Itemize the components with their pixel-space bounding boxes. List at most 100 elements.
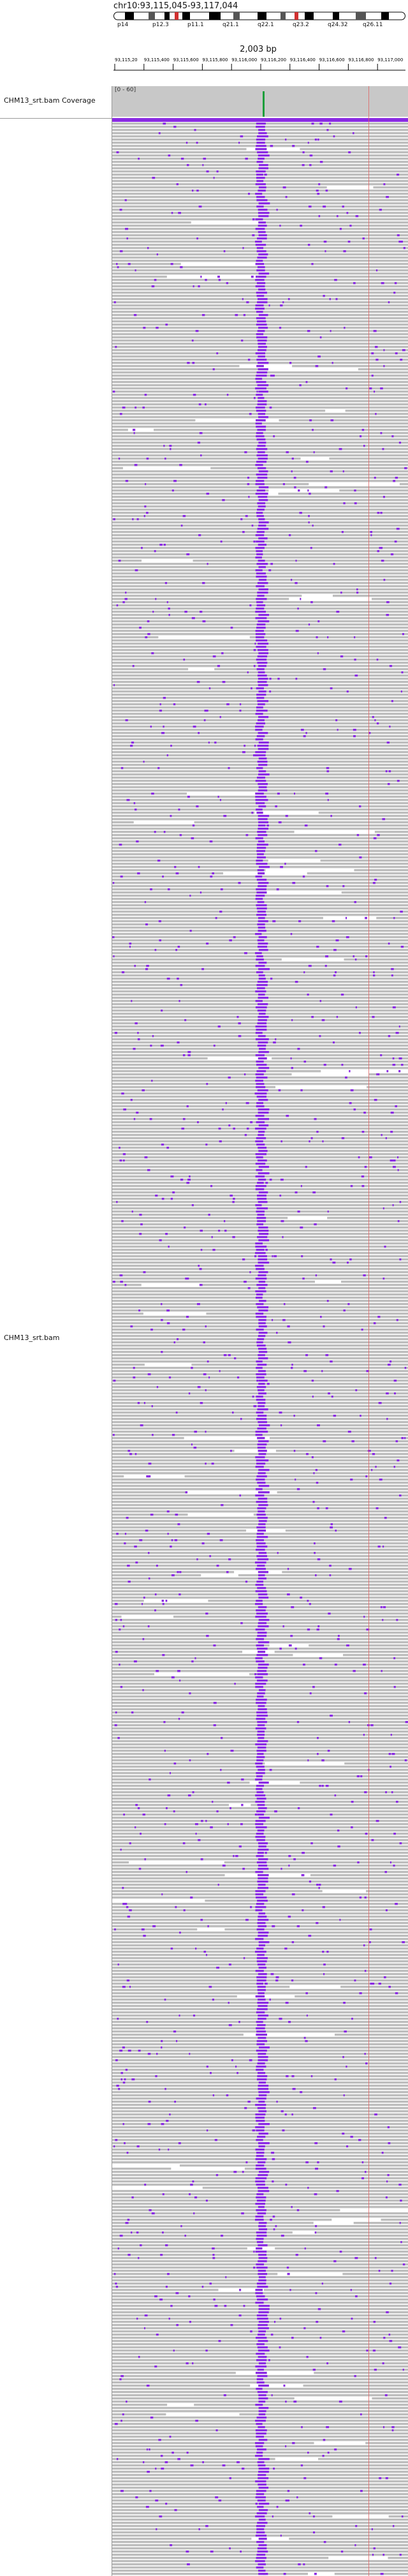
read-row[interactable]	[112, 2455, 408, 2457]
read-row[interactable]	[112, 1488, 408, 1491]
read-row[interactable]	[112, 257, 408, 259]
read-row[interactable]	[112, 371, 408, 374]
read-row[interactable]	[112, 1421, 408, 1424]
read-row[interactable]	[112, 1759, 408, 1762]
read-row[interactable]	[112, 2477, 408, 2480]
read-row[interactable]	[112, 1242, 408, 1245]
read-row[interactable]	[112, 413, 408, 415]
read[interactable]	[224, 1861, 408, 1864]
read[interactable]	[112, 1070, 321, 1073]
read-row[interactable]	[112, 1402, 408, 1404]
read-row[interactable]	[112, 2260, 408, 2263]
read[interactable]	[112, 1574, 201, 1577]
read-row[interactable]	[112, 2506, 408, 2508]
read-row[interactable]	[112, 339, 408, 342]
read-row[interactable]	[112, 454, 408, 457]
read-row[interactable]	[112, 2423, 408, 2425]
read-row[interactable]	[112, 703, 408, 706]
read-row[interactable]	[112, 2388, 408, 2390]
read-row[interactable]	[112, 1431, 408, 1433]
read-row[interactable]	[112, 1188, 408, 1191]
read-row[interactable]	[112, 2381, 408, 2384]
read-row[interactable]	[112, 1679, 408, 1682]
read-row[interactable]	[112, 1782, 408, 1784]
read-row[interactable]	[112, 2263, 408, 2266]
read-row[interactable]	[112, 2069, 408, 2071]
read-row[interactable]	[112, 1718, 408, 1720]
read-row[interactable]	[179, 2164, 408, 2167]
read-row[interactable]	[112, 990, 408, 993]
read-row[interactable]	[112, 1271, 408, 1274]
read-row[interactable]	[112, 754, 408, 757]
read-row[interactable]	[112, 2544, 408, 2547]
read-row[interactable]	[112, 1316, 408, 1318]
read-row[interactable]	[112, 2107, 408, 2110]
read[interactable]	[112, 1600, 144, 1602]
read[interactable]	[334, 2573, 408, 2575]
read[interactable]	[309, 1644, 408, 1647]
read-row[interactable]	[112, 1644, 408, 1647]
read-row[interactable]	[112, 595, 408, 597]
read[interactable]	[285, 1530, 408, 1532]
read-row[interactable]	[112, 2442, 408, 2445]
read-row[interactable]	[112, 1230, 408, 1232]
read-row[interactable]	[112, 974, 408, 977]
read-row[interactable]	[112, 1150, 408, 1152]
read[interactable]	[205, 1900, 408, 1902]
read-row[interactable]	[112, 1673, 408, 1676]
read-row[interactable]	[112, 2225, 408, 2228]
read-row[interactable]	[112, 911, 408, 913]
read-row[interactable]	[112, 1616, 408, 1618]
read[interactable]	[112, 560, 142, 562]
read[interactable]	[278, 493, 408, 495]
read-row[interactable]	[112, 2241, 408, 2244]
read-row[interactable]	[112, 1868, 408, 1870]
read-row[interactable]	[112, 343, 408, 345]
read-row[interactable]	[112, 1932, 408, 1934]
read-row[interactable]	[112, 2005, 408, 2007]
read-row[interactable]	[112, 1686, 408, 1688]
read[interactable]	[369, 1073, 408, 1076]
read-row[interactable]	[112, 375, 408, 377]
read-row[interactable]	[112, 1660, 408, 1663]
read[interactable]	[112, 368, 268, 371]
read[interactable]	[112, 1571, 235, 1574]
read-row[interactable]	[112, 1297, 408, 1299]
read-row[interactable]	[112, 2126, 408, 2129]
read-row[interactable]	[112, 1743, 408, 1746]
read-row[interactable]	[112, 2490, 408, 2492]
read[interactable]	[274, 1651, 408, 1653]
read-row[interactable]	[112, 2091, 408, 2094]
read[interactable]	[112, 1530, 247, 1532]
read-row[interactable]	[112, 831, 408, 833]
read-row[interactable]	[112, 1941, 408, 1944]
read-row[interactable]	[112, 1373, 408, 1376]
read-row[interactable]	[112, 1849, 408, 1851]
read-row[interactable]	[112, 2193, 408, 2196]
read[interactable]	[265, 263, 408, 265]
read-row[interactable]	[112, 1469, 408, 1471]
read-row[interactable]	[112, 499, 408, 502]
read[interactable]	[342, 1654, 408, 1657]
read-row[interactable]	[112, 633, 408, 636]
read-row[interactable]	[112, 295, 408, 297]
read-row[interactable]	[112, 968, 408, 971]
read-row[interactable]	[112, 592, 408, 594]
read[interactable]	[344, 1762, 408, 1765]
read-row[interactable]	[112, 2037, 408, 2039]
read-row[interactable]	[112, 317, 408, 320]
read-row[interactable]	[112, 406, 408, 409]
read[interactable]	[206, 1313, 408, 1315]
read-row[interactable]	[112, 620, 408, 623]
read-row[interactable]	[112, 2515, 408, 2518]
read-row[interactable]	[112, 942, 408, 945]
read-row[interactable]	[112, 1434, 408, 1436]
read-row[interactable]	[112, 2314, 408, 2317]
read[interactable]	[112, 489, 269, 492]
data-panel[interactable]: [0 - 60]	[112, 86, 408, 2576]
read-row[interactable]	[112, 2235, 408, 2237]
read-row[interactable]	[112, 1632, 408, 1634]
read-row[interactable]	[112, 2251, 408, 2253]
read-row[interactable]	[112, 1501, 408, 1503]
read-row[interactable]	[112, 1957, 408, 1960]
